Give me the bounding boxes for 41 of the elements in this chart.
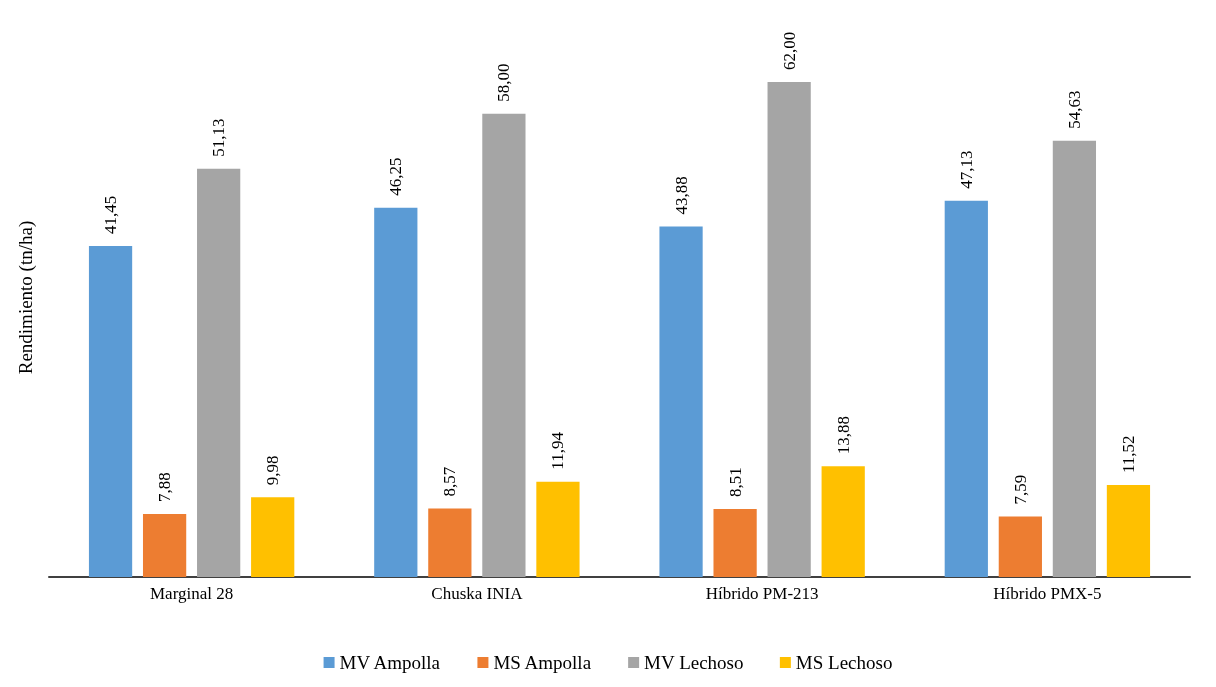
data-label: 11,52 — [1118, 435, 1138, 473]
data-label: 41,45 — [101, 195, 121, 234]
bar — [821, 466, 865, 577]
y-axis-title: Rendimiento (tn/ha) — [15, 220, 37, 375]
bar — [197, 168, 241, 577]
bar — [713, 509, 757, 577]
bar — [88, 245, 133, 577]
data-label: 7,59 — [1010, 474, 1030, 505]
bar — [482, 113, 526, 577]
x-tick-label: Híbrido PM-213 — [705, 584, 819, 603]
legend-label: MV Ampolla — [339, 652, 441, 673]
legend-label: MV Lechoso — [644, 652, 744, 673]
data-label: 51,13 — [209, 118, 229, 157]
bar — [998, 516, 1042, 577]
legend-label: MS Lechoso — [795, 652, 893, 673]
data-label: 13,88 — [833, 415, 853, 455]
bar — [251, 497, 295, 577]
bar — [944, 200, 988, 577]
x-tick-label: Híbrido PMX-5 — [993, 584, 1102, 603]
data-label: 8,57 — [440, 466, 460, 497]
bar — [1106, 485, 1151, 577]
bar — [767, 81, 811, 577]
bar — [659, 226, 703, 577]
legend-label: MS Ampolla — [493, 652, 592, 673]
data-label: 58,00 — [494, 63, 514, 102]
data-label: 62,00 — [779, 31, 799, 70]
x-tick-label: Chuska INIA — [431, 584, 524, 603]
data-label: 11,94 — [548, 431, 568, 470]
bar — [1052, 140, 1097, 577]
data-label: 7,88 — [155, 472, 175, 503]
bar — [374, 207, 418, 577]
data-label: 46,25 — [386, 157, 406, 196]
bar — [428, 508, 472, 577]
data-label: 54,63 — [1064, 90, 1084, 129]
bar — [142, 514, 187, 577]
bar — [536, 481, 580, 577]
data-label: 9,98 — [263, 455, 283, 486]
data-label: 47,13 — [956, 150, 976, 189]
data-label: 43,88 — [671, 176, 691, 215]
x-tick-label: Marginal 28 — [149, 584, 234, 603]
data-label: 8,51 — [725, 467, 745, 498]
